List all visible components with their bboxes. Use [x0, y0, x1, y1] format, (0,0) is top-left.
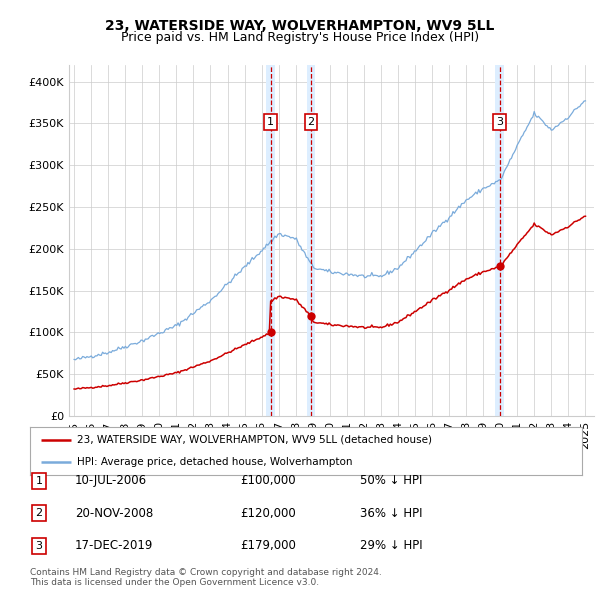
Text: 2: 2 — [307, 117, 314, 127]
Text: 20-NOV-2008: 20-NOV-2008 — [75, 507, 153, 520]
Text: 1: 1 — [267, 117, 274, 127]
Text: 1: 1 — [35, 476, 43, 486]
Text: 2: 2 — [35, 509, 43, 518]
Text: 23, WATERSIDE WAY, WOLVERHAMPTON, WV9 5LL (detached house): 23, WATERSIDE WAY, WOLVERHAMPTON, WV9 5L… — [77, 435, 432, 445]
Text: 10-JUL-2006: 10-JUL-2006 — [75, 474, 147, 487]
Text: 3: 3 — [35, 541, 43, 550]
Text: 50% ↓ HPI: 50% ↓ HPI — [360, 474, 422, 487]
Text: £100,000: £100,000 — [240, 474, 296, 487]
Text: £120,000: £120,000 — [240, 507, 296, 520]
Text: Price paid vs. HM Land Registry's House Price Index (HPI): Price paid vs. HM Land Registry's House … — [121, 31, 479, 44]
Text: 23, WATERSIDE WAY, WOLVERHAMPTON, WV9 5LL: 23, WATERSIDE WAY, WOLVERHAMPTON, WV9 5L… — [106, 19, 494, 34]
Text: HPI: Average price, detached house, Wolverhampton: HPI: Average price, detached house, Wolv… — [77, 457, 352, 467]
Text: £179,000: £179,000 — [240, 539, 296, 552]
Bar — [266, 65, 275, 416]
Text: 29% ↓ HPI: 29% ↓ HPI — [360, 539, 422, 552]
Bar — [496, 65, 504, 416]
Bar — [307, 65, 316, 416]
Text: 17-DEC-2019: 17-DEC-2019 — [75, 539, 154, 552]
Text: 3: 3 — [496, 117, 503, 127]
Text: Contains HM Land Registry data © Crown copyright and database right 2024.
This d: Contains HM Land Registry data © Crown c… — [30, 568, 382, 587]
Text: 36% ↓ HPI: 36% ↓ HPI — [360, 507, 422, 520]
